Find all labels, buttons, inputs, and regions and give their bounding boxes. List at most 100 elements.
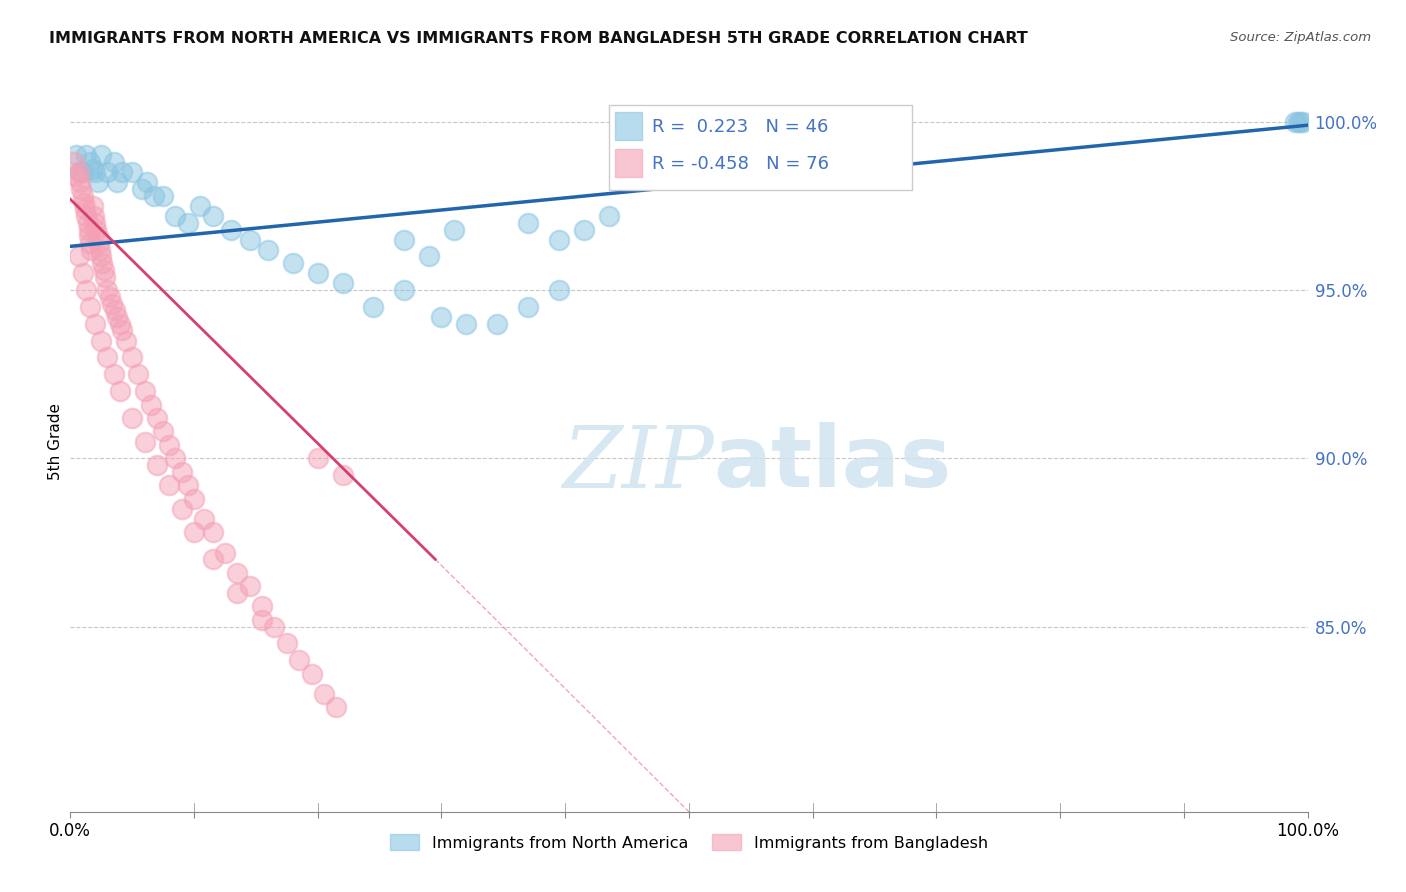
Point: [239, 579, 262, 593]
FancyBboxPatch shape: [614, 112, 643, 140]
Text: IMMIGRANTS FROM NORTH AMERICA VS IMMIGRANTS FROM BANGLADESH 5TH GRADE CORRELATIO: IMMIGRANTS FROM NORTH AMERICA VS IMMIGRA…: [49, 31, 1028, 46]
Point: [165, 451, 187, 466]
Point: [170, 501, 193, 516]
Point: [281, 256, 304, 270]
Point: [226, 566, 249, 580]
Point: [67, 249, 90, 263]
Point: [201, 552, 224, 566]
Point: [418, 249, 440, 263]
Point: [214, 545, 236, 559]
Point: [73, 195, 96, 210]
Point: [250, 613, 273, 627]
Point: [325, 700, 347, 714]
Point: [84, 216, 107, 230]
Point: [456, 317, 478, 331]
Point: [517, 300, 540, 314]
Point: [84, 317, 107, 331]
Point: [90, 148, 112, 162]
Point: [183, 525, 205, 540]
Point: [72, 165, 94, 179]
Point: [101, 296, 124, 310]
Point: [598, 209, 620, 223]
Point: [332, 277, 354, 291]
Point: [1286, 115, 1309, 129]
Point: [239, 233, 262, 247]
Point: [143, 189, 166, 203]
Point: [188, 199, 211, 213]
Point: [108, 317, 131, 331]
Point: [84, 165, 107, 179]
Point: [86, 175, 108, 189]
Point: [183, 491, 205, 506]
Point: [67, 165, 90, 179]
Point: [93, 263, 115, 277]
Point: [146, 458, 169, 472]
Point: [75, 148, 97, 162]
Point: [103, 368, 125, 382]
Point: [69, 175, 91, 189]
Point: [63, 155, 86, 169]
FancyBboxPatch shape: [614, 149, 643, 178]
Legend: Immigrants from North America, Immigrants from Bangladesh: Immigrants from North America, Immigrant…: [384, 828, 994, 857]
Point: [394, 283, 416, 297]
Point: [82, 199, 104, 213]
Y-axis label: 5th Grade: 5th Grade: [48, 403, 63, 480]
Point: [136, 175, 159, 189]
Point: [105, 310, 128, 324]
Point: [301, 666, 323, 681]
Point: [572, 222, 595, 236]
Point: [79, 155, 101, 169]
Text: ZIP: ZIP: [562, 423, 714, 505]
Point: [170, 465, 193, 479]
Point: [91, 256, 114, 270]
Point: [75, 209, 97, 223]
Point: [276, 636, 298, 650]
Point: [75, 202, 97, 217]
Point: [1291, 115, 1313, 129]
Point: [548, 283, 571, 297]
Point: [134, 384, 156, 398]
Point: [165, 209, 187, 223]
Point: [77, 222, 100, 236]
Point: [77, 229, 100, 244]
Point: [152, 189, 174, 203]
Point: [312, 687, 335, 701]
Point: [1284, 115, 1306, 129]
Point: [486, 317, 509, 331]
Point: [257, 243, 280, 257]
Point: [79, 300, 101, 314]
Point: [65, 169, 87, 183]
Point: [548, 233, 571, 247]
Point: [263, 620, 285, 634]
Point: [105, 175, 128, 189]
Point: [96, 351, 118, 365]
Point: [104, 303, 127, 318]
Point: [96, 283, 118, 297]
Point: [157, 478, 180, 492]
Point: [69, 165, 91, 179]
Point: [80, 243, 103, 257]
Point: [394, 233, 416, 247]
Point: [288, 653, 311, 667]
Point: [76, 216, 98, 230]
Point: [89, 243, 111, 257]
Text: R = -0.458   N = 76: R = -0.458 N = 76: [652, 155, 828, 173]
Point: [75, 283, 97, 297]
Point: [103, 155, 125, 169]
Point: [115, 334, 138, 348]
Text: atlas: atlas: [714, 422, 952, 505]
Point: [131, 182, 153, 196]
Point: [517, 216, 540, 230]
Point: [70, 182, 93, 196]
Point: [332, 468, 354, 483]
Point: [79, 235, 101, 250]
Point: [121, 351, 143, 365]
Point: [98, 290, 121, 304]
Point: [307, 451, 329, 466]
Point: [90, 334, 112, 348]
Point: [250, 599, 273, 614]
Point: [139, 397, 162, 411]
Text: Source: ZipAtlas.com: Source: ZipAtlas.com: [1230, 31, 1371, 45]
Point: [111, 165, 134, 179]
Point: [72, 266, 94, 280]
